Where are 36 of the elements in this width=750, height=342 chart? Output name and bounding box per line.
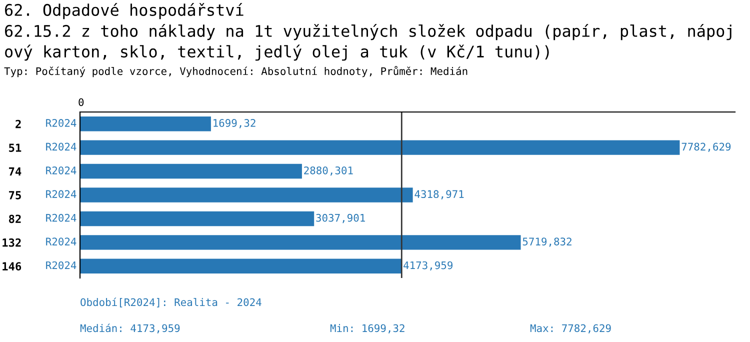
data-label: 1699,32 [214, 119, 256, 128]
bar [80, 164, 302, 179]
bar [80, 188, 413, 202]
y-tick-label: 75 [9, 191, 21, 200]
data-label: 4173,959 [404, 261, 452, 271]
text: R2024 [46, 214, 76, 222]
bar [80, 258, 402, 274]
data-label: 5719,832 [522, 238, 572, 247]
text: R2024 [46, 190, 76, 198]
data-label: 4318,971 [414, 190, 464, 200]
text: R2024 [46, 261, 76, 270]
text: Min: 1699,32 [330, 324, 404, 334]
text: Medián: 4173,959 [80, 324, 180, 334]
data-label: 7782,629 [682, 142, 731, 152]
y-tick-label: 82 [8, 214, 21, 224]
bar [80, 140, 680, 155]
text: R2024 [46, 142, 76, 151]
text: R2024 [46, 166, 76, 174]
chart-title: 62. Odpadové hospodářství [5, 3, 244, 20]
y-tick-label: 74 [9, 167, 22, 176]
text: Typ: Počítaný podle vzorce, Vyhodnocení: Absolutní hodnoty, Průměr: Medián [4, 66, 468, 78]
y-tick-label: 51 [9, 144, 22, 152]
bar [80, 211, 314, 226]
data-label: 3037,901 [316, 214, 365, 224]
text: R2024 [46, 238, 76, 246]
y-tick-label: 132 [2, 238, 21, 247]
bar [80, 235, 521, 250]
text: Max: 7782,629 [530, 324, 611, 334]
chart-subtitle: 62.15.2 z toho náklady na 1t využitelných složek odpadu (papír, plast, nápojový karton, sklo, textil, jedlý olej a tuk (v Kč/1 tunu)) [5, 24, 732, 61]
data-label: 2880,301 [304, 166, 353, 176]
series-label: R2024 [46, 119, 76, 127]
text: Období[R2024]: Realita - 2024 [80, 298, 262, 308]
text: 0 [78, 98, 84, 106]
y-tick-label: 146 [2, 262, 22, 271]
bar [80, 116, 211, 132]
y-tick-label: 2 [16, 120, 21, 128]
